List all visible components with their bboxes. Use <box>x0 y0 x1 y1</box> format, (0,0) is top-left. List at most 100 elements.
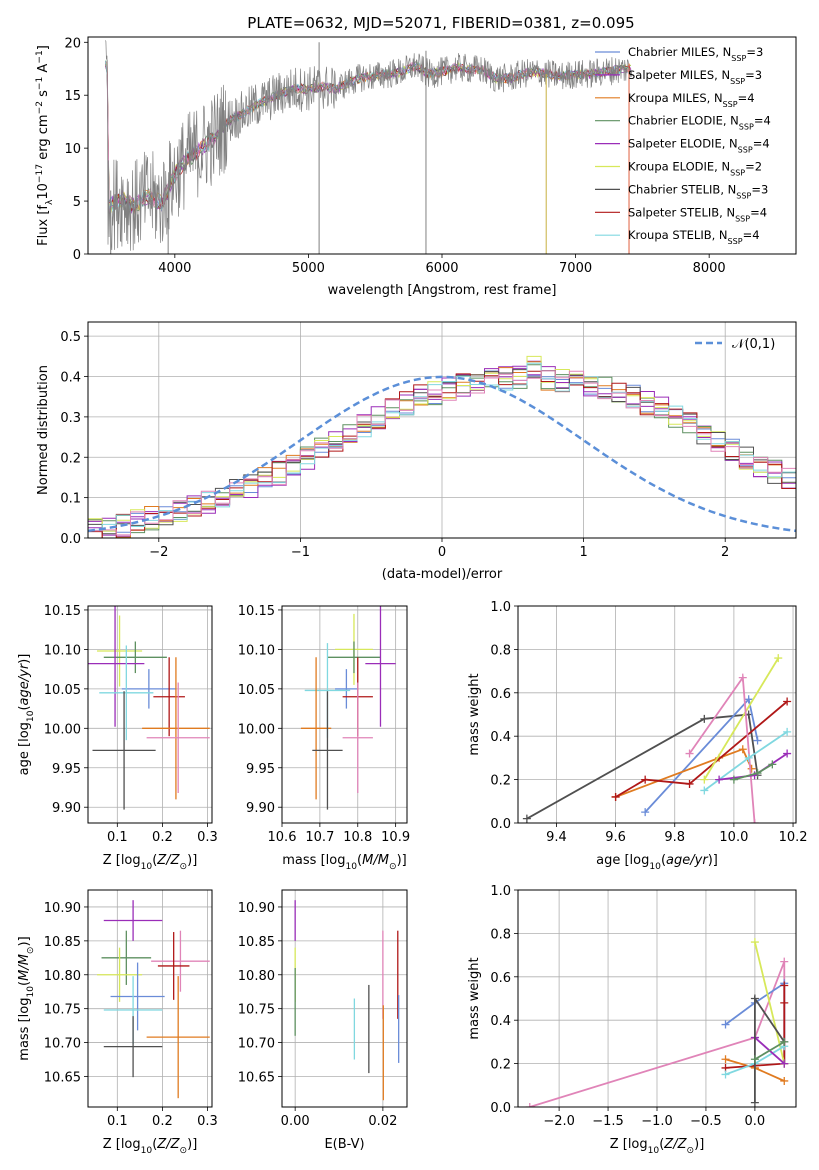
plus-marker <box>744 695 753 704</box>
age_vs_Z-points <box>88 606 210 810</box>
y-tick-label: 0.8 <box>490 643 511 658</box>
y-tick-label: 0.0 <box>490 1101 511 1116</box>
y-tick-label: 20 <box>64 36 81 51</box>
plus-marker <box>641 808 650 817</box>
x-tick-label: 1 <box>579 545 587 560</box>
plus-marker <box>685 749 694 758</box>
y-tick-label: 10.70 <box>44 1037 81 1052</box>
y-tick-label: 10.05 <box>238 683 275 698</box>
plus-marker <box>738 673 747 682</box>
mass-weight-line <box>703 657 780 781</box>
x-tick-label: −2 <box>149 545 168 560</box>
x-axis-label: E(B-V) <box>324 1137 364 1152</box>
mass-weight-line <box>615 700 788 798</box>
plus-marker <box>522 814 531 823</box>
x-tick-label: 0.2 <box>152 1114 173 1129</box>
y-axis-label: mass weight <box>467 957 482 1039</box>
y-axis-label: Flux [fλ10−17 erg cm−2 s−1 A−1] <box>35 45 55 246</box>
y-tick-label: 0.1 <box>60 492 81 507</box>
axes-frame <box>87 605 213 824</box>
axes-frame <box>281 889 408 1108</box>
y-tick-label: 10.05 <box>44 683 81 698</box>
plus-marker <box>780 998 789 1007</box>
y-tick-label: 10 <box>64 142 81 157</box>
y-tick-label: 10.90 <box>44 901 81 916</box>
legend-entry: Kroupa ELODIE, NSSP=2 <box>628 160 762 178</box>
y-tick-label: 0.0 <box>490 817 511 832</box>
y-tick-label: 9.90 <box>52 801 81 816</box>
mass_weight_vs_age-series <box>522 654 792 823</box>
mass-weight-line <box>754 1041 785 1061</box>
x-tick-label: 9.4 <box>546 830 567 845</box>
x-tick-label: 0.1 <box>107 1114 128 1129</box>
y-tick-label: 10.00 <box>238 722 275 737</box>
y-tick-label: 10.10 <box>238 643 275 658</box>
y-tick-label: 0.6 <box>490 971 511 986</box>
plus-marker <box>750 938 759 947</box>
plus-marker <box>750 994 759 1003</box>
histogram-step <box>88 370 796 538</box>
x-tick-label: −1.0 <box>641 1114 673 1129</box>
y-axis-label: mass weight <box>467 673 482 755</box>
legend-entry: Chabrier STELIB, NSSP=3 <box>628 182 768 200</box>
legend-entry: Chabrier ELODIE, NSSP=4 <box>628 114 771 132</box>
plus-marker <box>753 736 762 745</box>
normal-curve <box>88 375 796 533</box>
y-tick-label: 15 <box>64 89 81 104</box>
x-axis-label: Z [log10(Z/Z⊙)] <box>103 1137 198 1156</box>
x-tick-label: 2 <box>721 545 729 560</box>
mass_vs_Z-points <box>97 900 210 1099</box>
x-axis-label: Z [log10(Z/Z⊙)] <box>103 853 198 872</box>
x-tick-label: 4000 <box>158 261 191 276</box>
y-tick-label: 0.4 <box>490 1014 511 1029</box>
y-tick-label: 0.2 <box>60 451 81 466</box>
y-axis-label: mass [log10(M/M⊙)] <box>17 936 36 1060</box>
legend-entry: Kroupa MILES, NSSP=4 <box>628 91 755 109</box>
plus-marker <box>750 1055 759 1064</box>
y-tick-label: 10.65 <box>44 1070 81 1085</box>
x-axis-label: mass [log10(M/M⊙)] <box>282 853 406 872</box>
x-axis-label: wavelength [Angstrom, rest frame] <box>328 283 557 298</box>
x-tick-label: 5000 <box>292 261 325 276</box>
legend-entry: Salpeter ELODIE, NSSP=4 <box>628 137 770 155</box>
histogram-step <box>88 364 796 534</box>
plus-marker <box>721 1020 730 1029</box>
x-tick-label: −1.5 <box>592 1114 624 1129</box>
y-tick-label: 10.10 <box>44 643 81 658</box>
y-tick-label: 0.4 <box>490 730 511 745</box>
y-tick-label: 1.0 <box>490 884 511 899</box>
y-tick-label: 0.3 <box>60 411 81 426</box>
plus-marker <box>611 792 620 801</box>
axes-frame <box>517 605 797 824</box>
spectrum-axes: 4000 5000 6000 7000 8000 0 5 10 15 20 <box>64 36 725 276</box>
legend-entry: Chabrier MILES, NSSP=3 <box>628 45 763 63</box>
age_vs_mass-axes: 10.6 10.7 10.8 10.9 9.90 9.95 10.00 10.05 10.10 1… <box>238 604 410 845</box>
legend-entry: Salpeter STELIB, NSSP=4 <box>628 205 767 223</box>
plus-marker <box>715 775 724 784</box>
plus-marker <box>783 697 792 706</box>
y-tick-label: 9.90 <box>246 801 275 816</box>
plus-marker <box>780 957 789 966</box>
plus-marker <box>768 760 777 769</box>
plus-marker <box>747 764 756 773</box>
plus-marker <box>750 819 759 823</box>
y-tick-label: 0.2 <box>490 1058 511 1073</box>
y-tick-label: 0.8 <box>490 927 511 942</box>
mass-weight-line <box>526 713 759 820</box>
x-tick-label: 0.3 <box>197 1114 218 1129</box>
plus-marker <box>783 749 792 758</box>
x-tick-label: −1 <box>291 545 310 560</box>
legend-entry: Kroupa STELIB, NSSP=4 <box>628 228 760 246</box>
y-tick-label: 9.95 <box>246 762 275 777</box>
plus-marker <box>780 1059 789 1068</box>
y-tick-label: 10.75 <box>44 1003 81 1018</box>
y-tick-label: 10.15 <box>238 604 275 619</box>
plus-marker <box>753 769 762 778</box>
x-tick-label: 6000 <box>425 261 458 276</box>
plus-marker <box>780 981 789 990</box>
x-tick-label: 10.9 <box>381 830 410 845</box>
plus-marker <box>744 753 753 762</box>
y-tick-label: 10.80 <box>44 969 81 984</box>
data-line <box>105 40 633 251</box>
